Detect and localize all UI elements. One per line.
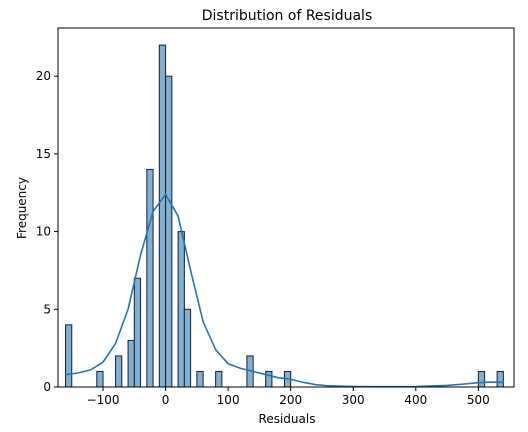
histogram-bar [115, 355, 123, 388]
histogram-bar [496, 370, 504, 388]
x-ticks-layer: −100 0 100 200 300 400 500 [87, 387, 490, 407]
x-tick-label: 500 [467, 393, 490, 407]
histogram-bar [196, 370, 204, 388]
y-tick-label: 10 [36, 225, 51, 239]
y-tick-label: 0 [43, 380, 51, 394]
x-tick-label: 400 [404, 393, 427, 407]
histogram-bar [65, 324, 73, 388]
x-tick-label: 100 [217, 393, 240, 407]
x-tick-label: −100 [87, 393, 120, 407]
y-tick-label: 20 [36, 69, 51, 83]
chart-title: Distribution of Residuals [202, 8, 373, 24]
y-tick-label: 5 [43, 302, 51, 316]
y-ticks-layer: 0 5 10 15 20 [36, 69, 58, 394]
histogram-bar [165, 75, 173, 388]
x-axis-label: Residuals [259, 412, 316, 426]
histogram-bar [146, 168, 154, 388]
histogram-bar [158, 44, 167, 388]
histogram-bar [215, 370, 223, 388]
x-tick-label: 0 [162, 393, 170, 407]
histogram-bar [265, 370, 273, 388]
histogram-bar [127, 339, 135, 388]
x-tick-label: 200 [279, 393, 302, 407]
x-tick-label: 300 [342, 393, 365, 407]
histogram-bar [177, 231, 185, 388]
plot-frame [57, 27, 515, 388]
y-tick-label: 15 [36, 147, 51, 161]
histogram-bar [96, 370, 104, 388]
bars-layer [65, 44, 504, 388]
histogram-bar [133, 277, 142, 388]
histogram-bar [183, 308, 192, 388]
y-axis-label: Frequency [15, 177, 29, 239]
histogram-bar [477, 370, 486, 388]
